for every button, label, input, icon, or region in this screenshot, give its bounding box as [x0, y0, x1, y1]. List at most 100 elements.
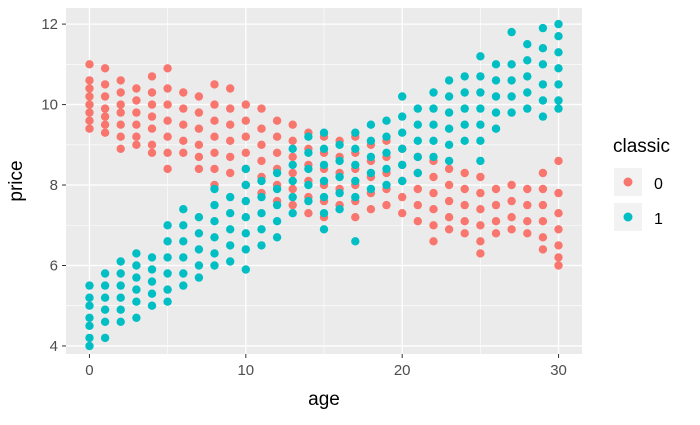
data-point-series-1 — [163, 285, 172, 294]
data-point-series-1 — [335, 156, 344, 166]
data-point-series-1 — [100, 293, 110, 302]
data-point-series-1 — [382, 116, 391, 125]
data-point-series-1 — [257, 176, 266, 186]
data-point-series-1 — [554, 80, 563, 89]
data-point-series-1 — [538, 60, 548, 69]
data-point-series-1 — [476, 156, 485, 166]
data-point-series-1 — [226, 192, 235, 202]
data-point-series-0 — [147, 72, 157, 81]
data-point-series-0 — [554, 225, 563, 234]
data-point-series-1 — [382, 132, 391, 141]
data-point-series-1 — [147, 289, 157, 298]
data-point-series-0 — [491, 200, 501, 210]
data-point-series-1 — [272, 233, 282, 242]
data-point-series-1 — [554, 19, 563, 29]
data-point-series-1 — [554, 104, 563, 113]
data-point-series-1 — [382, 148, 391, 157]
x-tick-label: 0 — [85, 362, 93, 379]
data-point-series-0 — [444, 180, 454, 190]
data-point-series-1 — [241, 196, 250, 206]
data-point-series-1 — [100, 333, 110, 343]
data-point-series-1 — [413, 168, 422, 178]
data-point-series-1 — [100, 269, 110, 278]
data-point-series-0 — [210, 164, 219, 174]
data-point-series-0 — [413, 200, 422, 210]
data-point-series-1 — [460, 136, 469, 145]
data-point-series-1 — [366, 168, 376, 178]
data-point-series-0 — [210, 148, 219, 157]
x-tick-label: 10 — [237, 362, 254, 379]
data-point-series-1 — [460, 120, 469, 129]
data-point-series-1 — [100, 305, 110, 314]
data-point-series-1 — [554, 64, 563, 73]
data-point-series-1 — [429, 88, 438, 97]
data-point-series-1 — [132, 273, 141, 282]
data-point-series-0 — [554, 261, 563, 270]
data-point-series-1 — [335, 188, 344, 198]
data-point-series-0 — [226, 120, 235, 129]
data-point-series-0 — [100, 128, 110, 137]
data-point-series-0 — [100, 64, 110, 73]
data-point-series-1 — [476, 136, 485, 145]
data-point-series-1 — [444, 108, 454, 117]
data-point-series-1 — [538, 44, 548, 53]
y-tick-label: 8 — [50, 177, 58, 194]
data-point-series-0 — [476, 221, 485, 230]
data-point-series-1 — [194, 229, 204, 238]
data-point-series-0 — [538, 217, 548, 226]
data-point-series-0 — [554, 209, 563, 218]
data-point-series-0 — [429, 221, 438, 230]
data-point-series-1 — [523, 104, 532, 113]
data-point-series-0 — [288, 152, 297, 162]
data-point-series-0 — [382, 200, 391, 210]
x-tick-label: 30 — [550, 362, 567, 379]
data-point-series-0 — [163, 116, 172, 125]
data-point-series-0 — [523, 217, 532, 226]
data-point-series-0 — [538, 184, 548, 194]
data-point-series-0 — [366, 205, 376, 214]
data-point-series-0 — [554, 241, 563, 250]
y-tick-label: 12 — [41, 16, 58, 33]
data-point-series-0 — [147, 112, 157, 121]
data-point-series-1 — [272, 200, 282, 210]
legend: classic 0 1 — [613, 136, 670, 231]
data-point-series-1 — [116, 305, 125, 314]
data-point-series-1 — [257, 209, 266, 218]
data-point-series-0 — [429, 205, 438, 214]
data-point-series-0 — [179, 136, 188, 145]
data-point-series-0 — [194, 140, 204, 149]
data-point-series-1 — [476, 120, 485, 129]
data-point-series-1 — [288, 176, 297, 186]
data-point-series-1 — [257, 241, 266, 250]
data-point-series-1 — [85, 321, 94, 330]
data-point-series-0 — [226, 104, 235, 113]
data-point-series-1 — [116, 317, 125, 326]
data-point-series-1 — [100, 317, 110, 326]
data-point-series-0 — [179, 104, 188, 113]
data-point-series-0 — [100, 120, 110, 129]
data-point-series-0 — [85, 76, 94, 85]
data-point-series-1 — [429, 152, 438, 162]
data-point-series-1 — [523, 56, 532, 65]
data-point-series-1 — [413, 152, 422, 162]
data-point-series-0 — [538, 200, 548, 210]
data-point-series-1 — [132, 297, 141, 306]
data-point-series-0 — [241, 116, 250, 125]
data-point-series-1 — [132, 261, 141, 270]
data-point-series-1 — [116, 293, 125, 302]
data-point-series-1 — [210, 200, 219, 210]
data-point-series-0 — [163, 64, 172, 73]
data-point-series-0 — [100, 104, 110, 113]
data-point-series-0 — [147, 124, 157, 133]
data-point-series-0 — [460, 184, 469, 194]
data-point-series-0 — [444, 225, 454, 234]
data-point-series-1 — [319, 160, 329, 170]
data-point-series-1 — [304, 196, 313, 206]
data-point-series-0 — [538, 168, 548, 178]
data-point-series-0 — [163, 148, 172, 157]
data-point-series-0 — [257, 104, 266, 113]
data-point-series-1 — [257, 225, 266, 234]
data-point-series-0 — [288, 168, 297, 178]
data-point-series-1 — [226, 241, 235, 250]
data-point-series-1 — [288, 160, 297, 170]
